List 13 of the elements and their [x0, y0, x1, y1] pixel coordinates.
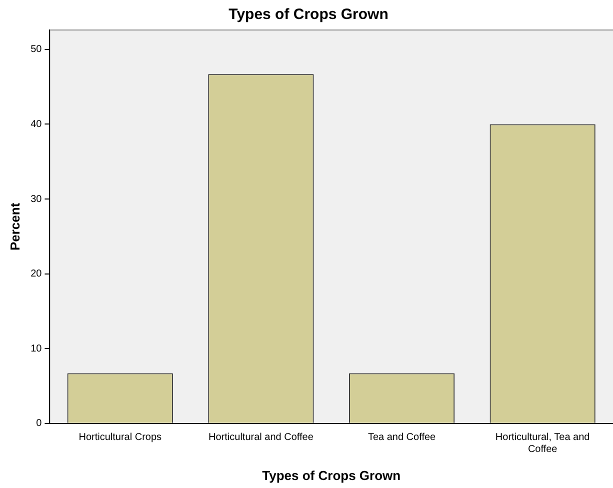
x-tick-label: Horticultural and Coffee: [208, 432, 314, 444]
y-tick-label: 0: [36, 418, 42, 430]
y-tick-label: 20: [30, 268, 42, 280]
x-tick-label: Tea and Coffee: [368, 432, 436, 444]
x-tick-label: Horticultural Crops: [78, 432, 162, 444]
y-tick-label: 10: [30, 343, 42, 354]
y-tick-label: 40: [30, 118, 42, 130]
x-axis-title: Types of Crops Grown: [262, 468, 401, 483]
y-axis-title: Percent: [7, 202, 22, 251]
x-tick-label: Horticultural, Tea and Coffee: [495, 432, 590, 456]
y-tick-label: 30: [30, 194, 42, 205]
y-tick-label: 50: [30, 44, 42, 56]
chart-title: Types of Crops Grown: [228, 6, 388, 24]
